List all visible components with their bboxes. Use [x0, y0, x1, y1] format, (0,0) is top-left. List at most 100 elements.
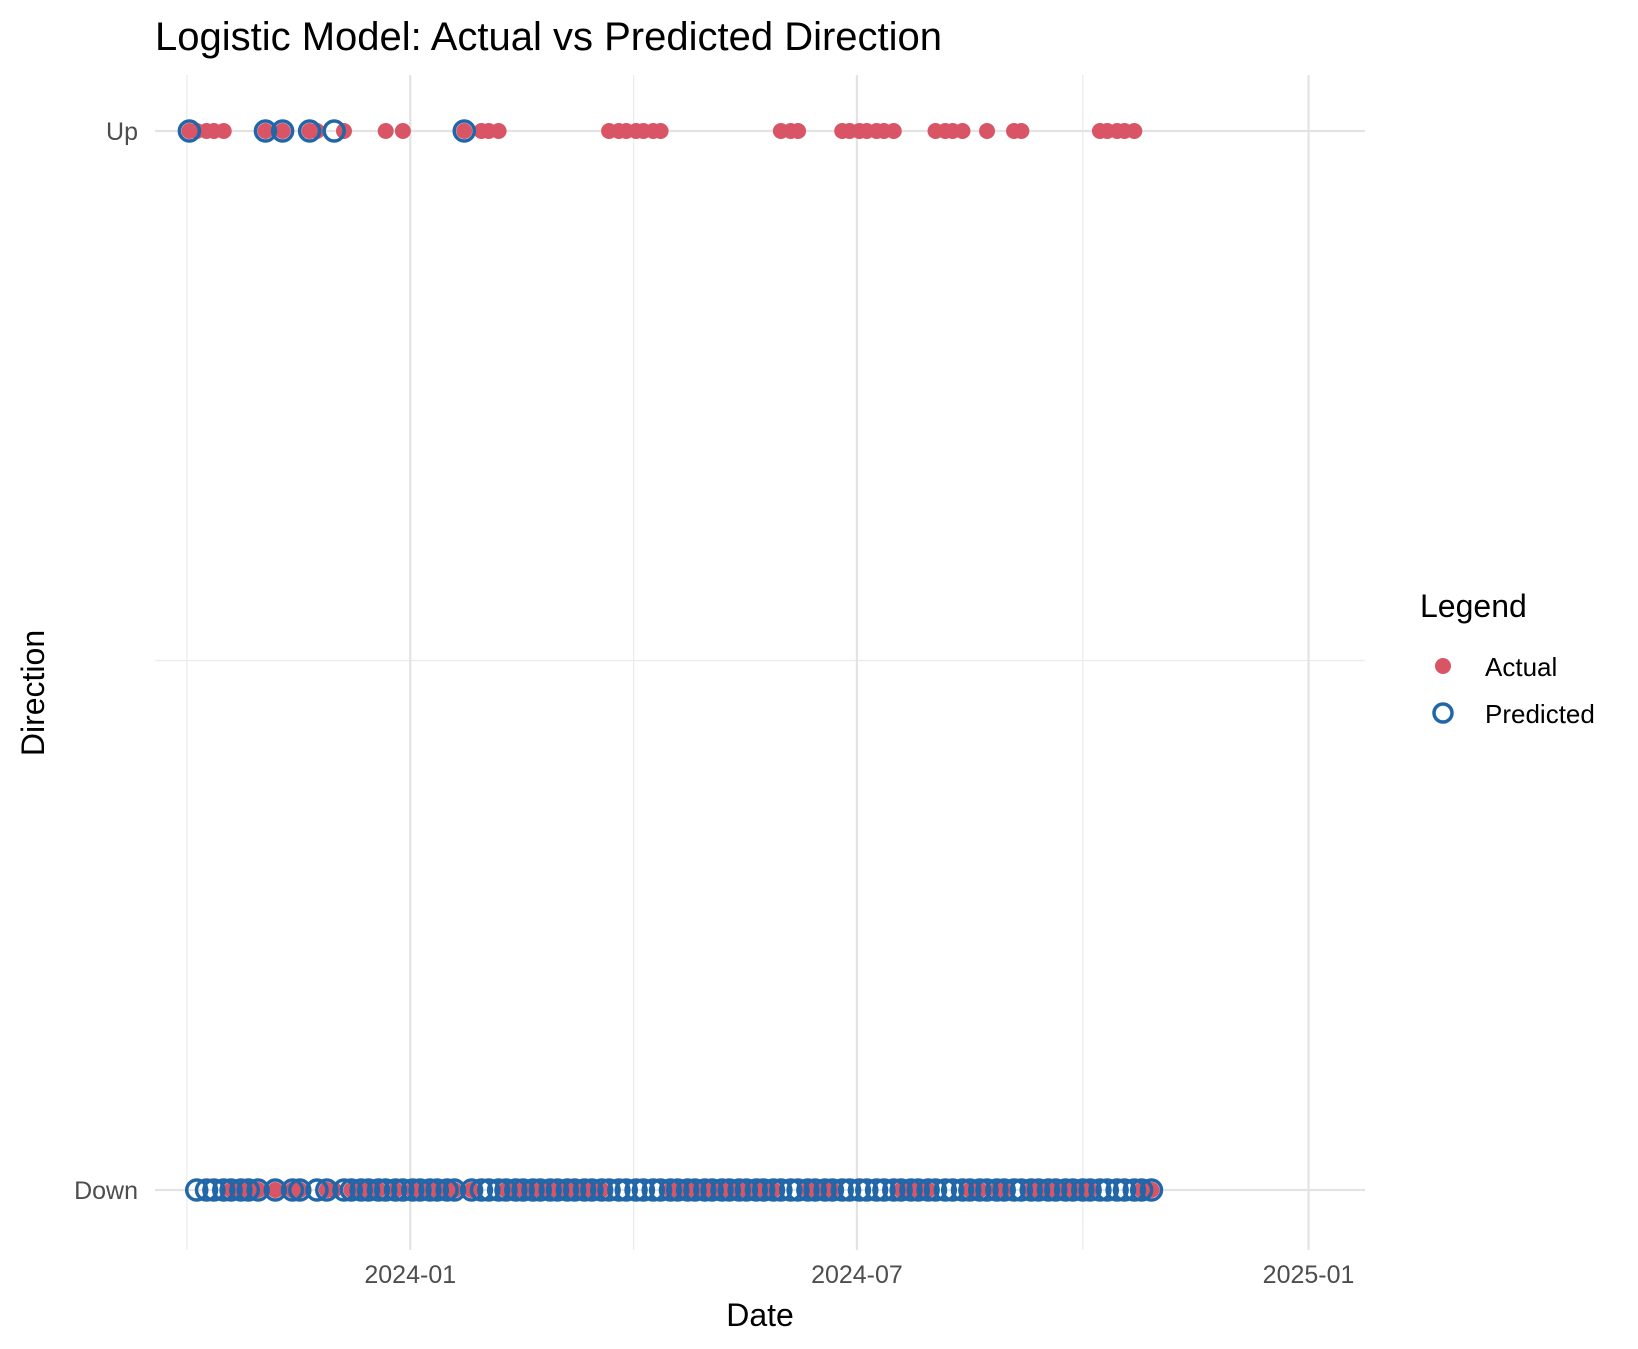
predicted-point: [435, 1178, 459, 1202]
predicted-point: [1088, 1178, 1112, 1202]
predicted-point: [744, 1178, 769, 1202]
actual-point: [377, 123, 394, 139]
axes: 2024-01 2024-07 2025-01 Down Up: [74, 118, 1354, 1289]
predicted-point: [769, 1178, 793, 1202]
actual-point: [456, 123, 473, 139]
predicted-point: [408, 1178, 432, 1202]
predicted-point: [940, 1178, 965, 1202]
predicted-point: [906, 1178, 931, 1202]
legend-title: Legend: [1420, 588, 1527, 624]
predicted-point: [184, 1178, 209, 1202]
predicted-point: [597, 1178, 621, 1202]
actual-point: [446, 1182, 463, 1198]
actual-point: [274, 123, 291, 139]
predicted-point: [820, 1178, 845, 1202]
predicted-series: [177, 119, 1164, 1202]
predicted-point: [1139, 1178, 1164, 1202]
actual-point: [885, 123, 902, 139]
predicted-point: [693, 1178, 717, 1202]
predicted-point: [339, 1178, 364, 1202]
actual-point: [652, 123, 669, 139]
legend-actual-marker: [1435, 658, 1451, 674]
predicted-point: [1105, 1178, 1129, 1202]
predicted-point: [916, 1178, 940, 1202]
predicted-point: [933, 1178, 958, 1202]
predicted-point: [631, 1178, 656, 1202]
predicted-point: [555, 1178, 580, 1202]
predicted-point: [1044, 1178, 1068, 1202]
actual-point: [394, 123, 411, 139]
actual-point: [257, 123, 274, 139]
predicted-point: [761, 1178, 786, 1202]
predicted-point: [923, 1178, 948, 1202]
predicted-point: [477, 1178, 501, 1202]
predicted-point: [967, 1178, 992, 1202]
predicted-point: [589, 1178, 614, 1202]
legend-predicted-marker: [1432, 702, 1454, 724]
predicted-point: [1112, 1178, 1137, 1202]
predicted-point: [373, 1178, 398, 1202]
predicted-point: [562, 1178, 587, 1202]
predicted-point: [511, 1178, 535, 1202]
predicted-point: [985, 1178, 1009, 1202]
predicted-point: [305, 1178, 329, 1202]
predicted-point: [975, 1178, 999, 1202]
predicted-point: [717, 1178, 742, 1202]
predicted-point: [607, 1178, 631, 1202]
predicted-point: [1061, 1178, 1085, 1202]
predicted-point: [641, 1178, 665, 1202]
predicted-point: [1053, 1178, 1078, 1202]
predicted-point: [1078, 1178, 1102, 1202]
predicted-point: [1019, 1178, 1043, 1202]
chart-title: Logistic Model: Actual vs Predicted Dire…: [155, 15, 942, 59]
predicted-point: [288, 1178, 312, 1202]
predicted-point: [786, 1178, 810, 1202]
predicted-point: [837, 1178, 862, 1202]
predicted-point: [1009, 1178, 1034, 1202]
predicted-point: [202, 1178, 226, 1202]
predicted-point: [855, 1178, 879, 1202]
predicted-point: [751, 1178, 776, 1202]
actual-point: [1013, 123, 1030, 139]
predicted-point: [864, 1178, 889, 1202]
predicted-point: [700, 1178, 724, 1202]
legend: Legend Actual Predicted: [1420, 588, 1595, 729]
x-tick-label: 2024-07: [811, 1261, 903, 1289]
predicted-point: [177, 119, 202, 143]
predicted-point: [280, 1178, 305, 1202]
predicted-point: [572, 1178, 597, 1202]
predicted-point: [958, 1178, 982, 1202]
predicted-point: [322, 119, 346, 143]
predicted-point: [813, 1178, 837, 1202]
predicted-point: [442, 1178, 467, 1202]
predicted-point: [538, 1178, 562, 1202]
predicted-point: [383, 1178, 408, 1202]
predicted-point: [459, 1178, 484, 1202]
legend-actual-label: Actual: [1485, 652, 1557, 682]
x-tick-label: 2024-01: [364, 1261, 456, 1289]
y-tick-label: Up: [106, 118, 138, 146]
predicted-point: [391, 1178, 415, 1202]
predicted-point: [847, 1178, 872, 1202]
predicted-point: [1036, 1178, 1061, 1202]
y-tick-label: Down: [74, 1177, 138, 1205]
actual-point: [215, 123, 232, 139]
y-axis-label: Direction: [15, 630, 51, 756]
actual-point: [267, 1182, 284, 1198]
predicted-point: [545, 1178, 570, 1202]
grid-lines: [155, 75, 1365, 1250]
predicted-point: [194, 1178, 219, 1202]
predicted-point: [400, 1178, 425, 1202]
predicted-point: [882, 1178, 906, 1202]
predicted-point: [1002, 1178, 1026, 1202]
predicted-point: [366, 1178, 391, 1202]
predicted-point: [830, 1178, 854, 1202]
predicted-point: [229, 1178, 253, 1202]
legend-predicted-label: Predicted: [1485, 699, 1595, 729]
x-axis-label: Date: [726, 1297, 794, 1333]
predicted-point: [899, 1178, 923, 1202]
predicted-point: [992, 1178, 1016, 1202]
predicted-point: [614, 1178, 638, 1202]
predicted-point: [727, 1178, 751, 1202]
